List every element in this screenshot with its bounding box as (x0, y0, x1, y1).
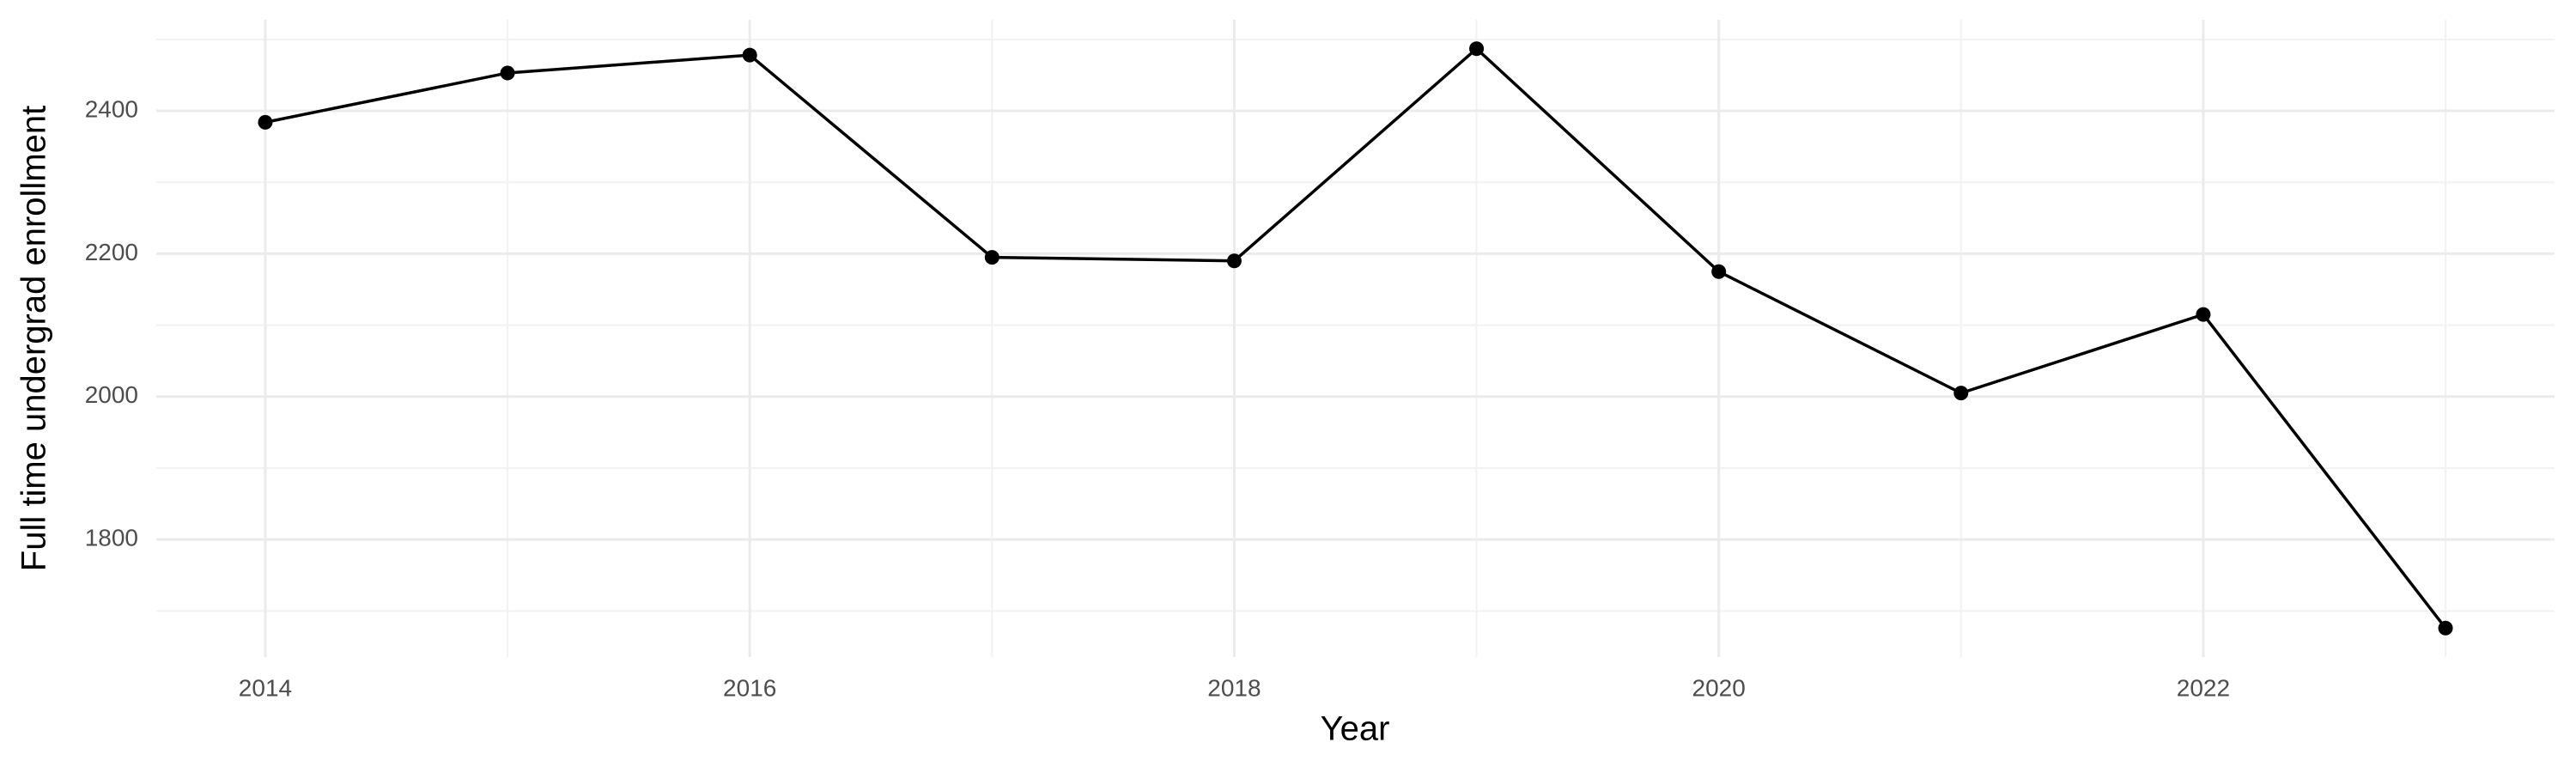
y-tick-label: 1800 (85, 525, 138, 551)
point (2196, 307, 2211, 322)
x-tick-label: 2018 (1207, 674, 1261, 701)
point (742, 47, 757, 63)
x-tick-label: 2014 (239, 674, 292, 701)
point (984, 250, 999, 265)
point (2438, 620, 2453, 636)
point (1226, 253, 1242, 269)
line (264, 46, 2447, 630)
x-axis-title: Year (1321, 710, 1390, 748)
y-tick-label: 2200 (85, 239, 138, 265)
x-tick-label: 2022 (2177, 674, 2230, 701)
point (500, 65, 515, 81)
y-tick-label: 2400 (85, 95, 138, 122)
x-tick-label: 2016 (723, 674, 776, 701)
point (258, 114, 273, 130)
y-axis-title: Full time undergrad enrollment (15, 106, 53, 571)
y-tick-label: 2000 (85, 381, 138, 408)
point (1711, 264, 1727, 279)
point (1469, 41, 1485, 57)
point (1953, 386, 1969, 401)
x-tick-label: 2020 (1692, 674, 1746, 701)
